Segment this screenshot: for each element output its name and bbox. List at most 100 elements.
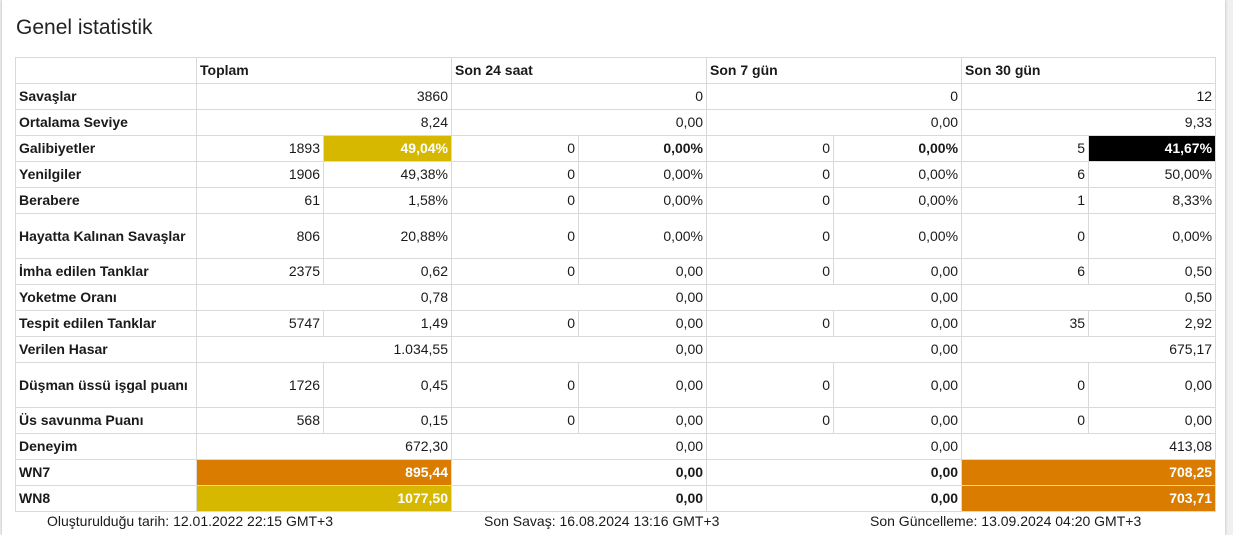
row-label: Düşman üssü işgal puanı xyxy=(15,362,197,408)
row-spotted: Tespit edilen Tanklar 5747 1,49 0 0,00 0… xyxy=(15,310,1217,337)
cell-30d-ratio: 0,00 xyxy=(1088,407,1217,434)
cell-24h-count: 0 xyxy=(451,213,579,259)
cell-total-count: 5747 xyxy=(196,310,324,337)
cell-7d-ratio: 0,00 xyxy=(833,258,963,285)
row-kill-ratio: Yoketme Oranı 0,78 0,00 0,00 0,50 xyxy=(15,284,1217,311)
last-battle-date: Son Savaş: 16.08.2024 13:16 GMT+3 xyxy=(484,513,720,529)
cell-7d: 0,00 xyxy=(706,284,963,311)
cell-24h: 0,00 xyxy=(450,459,708,486)
cell-24h-count: 0 xyxy=(451,362,579,408)
cell-total-percent: 1,58% xyxy=(323,187,452,214)
cell-7d-percent: 0,00% xyxy=(833,187,963,214)
cell-24h: 0 xyxy=(450,83,708,110)
cell-30d-count: 6 xyxy=(961,258,1090,285)
cell-24h-ratio: 0,00 xyxy=(577,310,708,337)
cell-7d-percent: 0,00% xyxy=(833,161,963,188)
cell-30d-count: 5 xyxy=(961,135,1090,162)
cell-24h: 0,00 xyxy=(450,284,708,311)
row-label: Tespit edilen Tanklar xyxy=(15,310,197,337)
cell-7d-percent: 0,00% xyxy=(833,213,963,259)
header-row: Toplam Son 24 saat Son 7 gün Son 30 gün xyxy=(15,57,1217,84)
row-label: Üs savunma Puanı xyxy=(15,407,197,434)
cell-total-ratio: 0,15 xyxy=(323,407,452,434)
cell-30d-percent: 8,33% xyxy=(1088,187,1217,214)
cell-30d-count: 1 xyxy=(961,187,1090,214)
cell-30d-percent: 50,00% xyxy=(1088,161,1217,188)
last-update-date: Son Güncelleme: 13.09.2024 04:20 GMT+3 xyxy=(870,513,1142,529)
cell-7d-count: 0 xyxy=(706,213,835,259)
cell-24h: 0,00 xyxy=(450,485,708,512)
row-avg-level: Ortalama Seviye 8,24 0,00 0,00 9,33 xyxy=(15,109,1217,136)
header-24h: Son 24 saat xyxy=(450,57,708,84)
stats-table: Toplam Son 24 saat Son 7 gün Son 30 gün … xyxy=(15,57,1217,512)
cell-24h-count: 0 xyxy=(451,161,579,188)
cell-total-count: 1893 xyxy=(196,135,324,162)
cell-total: 8,24 xyxy=(196,109,452,136)
row-label: Deneyim xyxy=(15,433,197,460)
cell-30d-ratio: 2,92 xyxy=(1088,310,1217,337)
cell-total: 672,30 xyxy=(196,433,452,460)
row-xp: Deneyim 672,30 0,00 0,00 413,08 xyxy=(15,433,1217,460)
cell-7d-ratio: 0,00 xyxy=(833,362,963,408)
cell-total-count: 2375 xyxy=(196,258,324,285)
cell-24h: 0,00 xyxy=(450,109,708,136)
row-label: Ortalama Seviye xyxy=(15,109,197,136)
cell-24h-percent: 0,00% xyxy=(577,213,708,259)
cell-total-count: 568 xyxy=(196,407,324,434)
cell-24h-count: 0 xyxy=(451,258,579,285)
cell-30d: 708,25 xyxy=(961,459,1217,486)
row-label: Hayatta Kalınan Savaşlar xyxy=(15,213,197,259)
cell-30d: 9,33 xyxy=(961,109,1217,136)
cell-7d-ratio: 0,00 xyxy=(833,407,963,434)
row-battles: Savaşlar 3860 0 0 12 xyxy=(15,83,1217,110)
row-label: Galibiyetler xyxy=(15,135,197,162)
cell-7d-count: 0 xyxy=(706,310,835,337)
row-wn7: WN7 895,44 0,00 0,00 708,25 xyxy=(15,459,1217,486)
row-capture: Düşman üssü işgal puanı 1726 0,45 0 0,00… xyxy=(15,362,1217,408)
cell-30d-count: 35 xyxy=(961,310,1090,337)
cell-total-count: 1726 xyxy=(196,362,324,408)
cell-7d: 0,00 xyxy=(706,459,963,486)
cell-7d-count: 0 xyxy=(706,187,835,214)
cell-24h-count: 0 xyxy=(451,407,579,434)
cell-24h: 0,00 xyxy=(450,336,708,363)
cell-7d: 0 xyxy=(706,83,963,110)
cell-30d: 703,71 xyxy=(961,485,1217,512)
cell-30d-percent: 0,00% xyxy=(1088,213,1217,259)
row-defense: Üs savunma Puanı 568 0,15 0 0,00 0 0,00 … xyxy=(15,407,1217,434)
cell-24h: 0,00 xyxy=(450,433,708,460)
cell-24h-count: 0 xyxy=(451,187,579,214)
header-30d: Son 30 gün xyxy=(961,57,1217,84)
cell-24h-count: 0 xyxy=(451,310,579,337)
cell-total-ratio: 1,49 xyxy=(323,310,452,337)
row-label: Savaşlar xyxy=(15,83,197,110)
cell-24h-percent: 0,00% xyxy=(577,187,708,214)
cell-total: 0,78 xyxy=(196,284,452,311)
header-total: Toplam xyxy=(196,57,452,84)
cell-7d-count: 0 xyxy=(706,362,835,408)
row-losses: Yenilgiler 1906 49,38% 0 0,00% 0 0,00% 6… xyxy=(15,161,1217,188)
cell-7d: 0,00 xyxy=(706,485,963,512)
row-survived: Hayatta Kalınan Savaşlar 806 20,88% 0 0,… xyxy=(15,213,1217,259)
cell-30d: 675,17 xyxy=(961,336,1217,363)
cell-30d-ratio: 0,50 xyxy=(1088,258,1217,285)
cell-total-count: 61 xyxy=(196,187,324,214)
created-date: Oluşturulduğu tarih: 12.01.2022 22:15 GM… xyxy=(47,513,334,529)
row-label: Berabere xyxy=(15,187,197,214)
cell-30d-count: 0 xyxy=(961,362,1090,408)
row-label: Yenilgiler xyxy=(15,161,197,188)
row-wn8: WN8 1077,50 0,00 0,00 703,71 xyxy=(15,485,1217,512)
cell-total: 3860 xyxy=(196,83,452,110)
cell-total-percent: 49,04% xyxy=(323,135,452,162)
row-label: Yoketme Oranı xyxy=(15,284,197,311)
cell-7d-count: 0 xyxy=(706,258,835,285)
cell-total: 1.034,55 xyxy=(196,336,452,363)
cell-24h-ratio: 0,00 xyxy=(577,407,708,434)
cell-7d-count: 0 xyxy=(706,135,835,162)
cell-24h-count: 0 xyxy=(451,135,579,162)
cell-24h-ratio: 0,00 xyxy=(577,362,708,408)
row-destroyed: İmha edilen Tanklar 2375 0,62 0 0,00 0 0… xyxy=(15,258,1217,285)
cell-30d-count: 0 xyxy=(961,213,1090,259)
cell-24h-percent: 0,00% xyxy=(577,161,708,188)
